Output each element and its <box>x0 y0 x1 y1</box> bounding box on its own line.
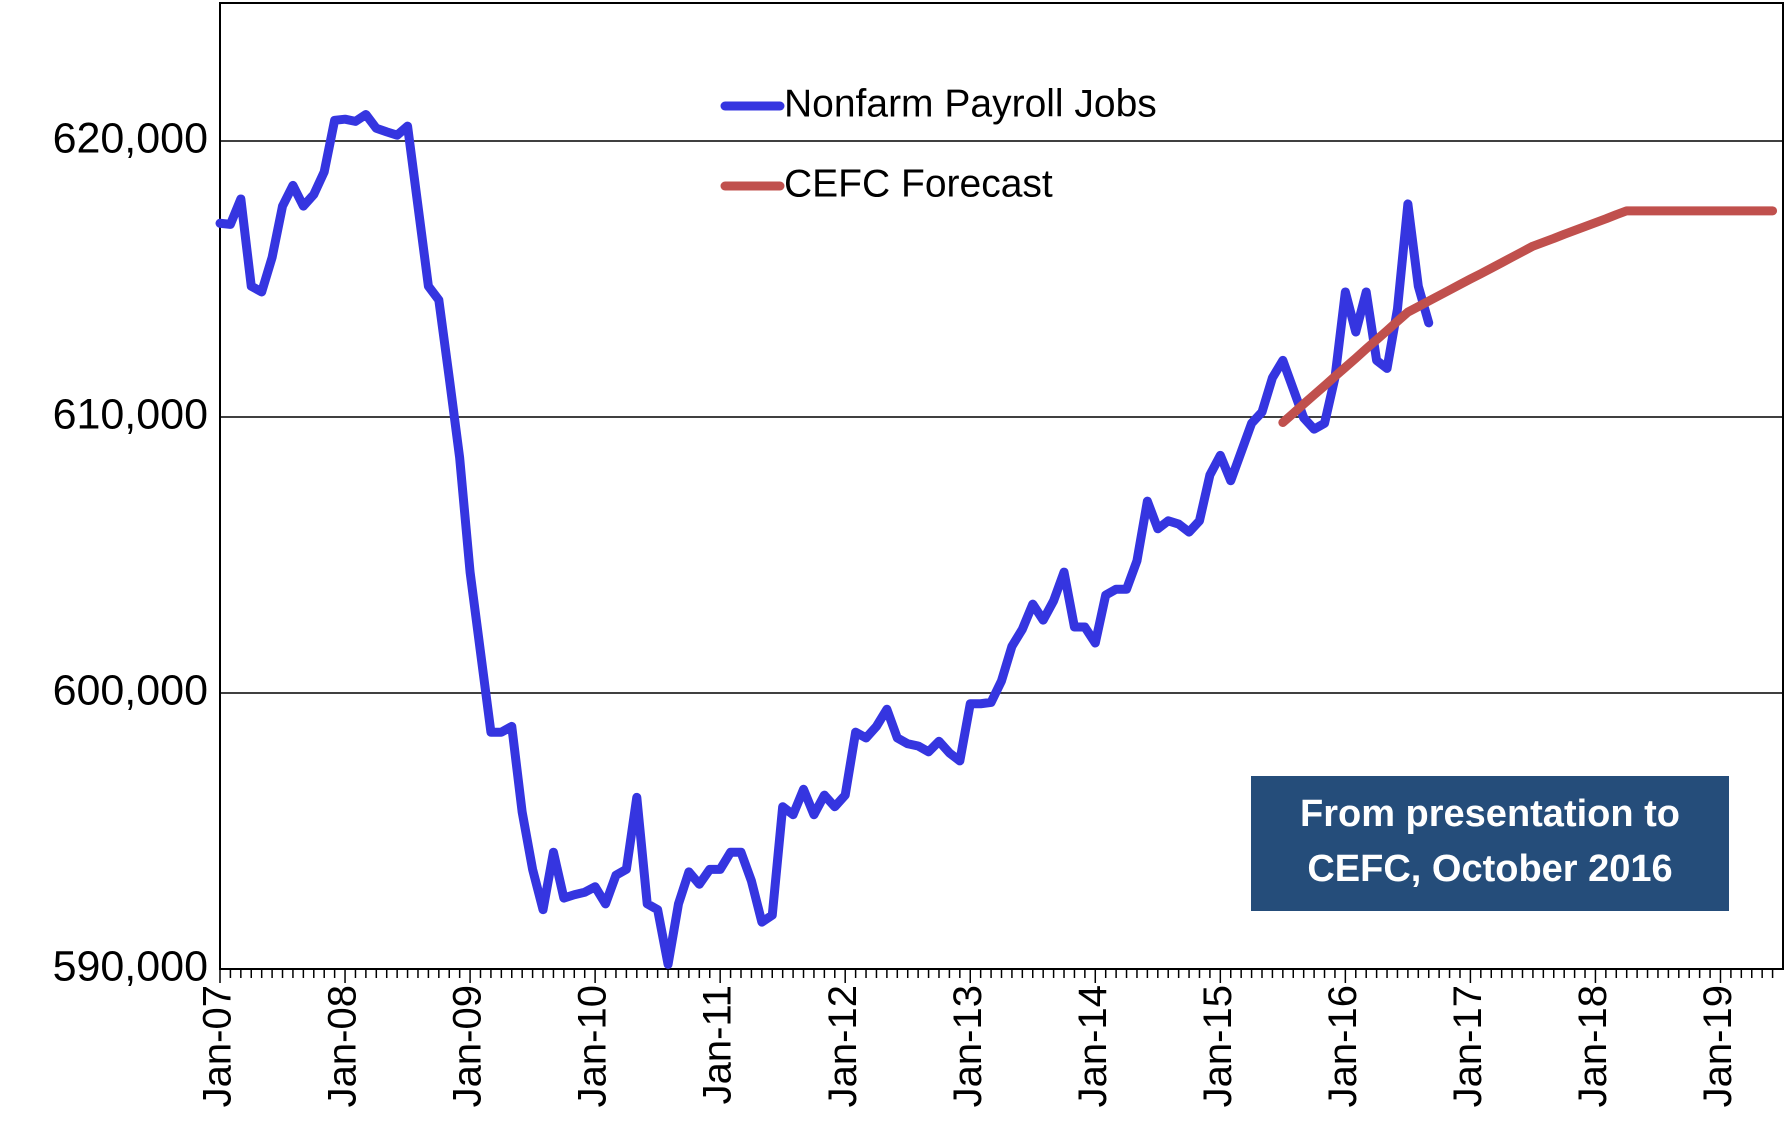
annotation-box <box>1251 776 1729 911</box>
x-tick-label: Jan-18 <box>1571 985 1615 1107</box>
x-tick-label: Jan-10 <box>571 985 615 1107</box>
series-line <box>1278 206 1778 428</box>
x-tick-label: Jan-11 <box>696 985 740 1104</box>
annotation-text: From presentation to <box>1300 793 1680 835</box>
x-tick-label: Jan-17 <box>1446 985 1490 1107</box>
x-tick-label: Jan-13 <box>946 985 990 1107</box>
y-tick-label: 620,000 <box>53 114 208 162</box>
y-tick-label: 590,000 <box>53 942 208 990</box>
y-tick-label: 610,000 <box>53 390 208 438</box>
y-tick-label: 600,000 <box>53 666 208 714</box>
x-tick-label: Jan-07 <box>196 985 240 1107</box>
x-tick-label: Jan-14 <box>1071 985 1115 1107</box>
x-tick-label: Jan-08 <box>321 985 365 1107</box>
legend-label: CEFC Forecast <box>784 162 1053 205</box>
series-line <box>215 110 1434 969</box>
legend-label: Nonfarm Payroll Jobs <box>784 82 1157 125</box>
x-tick-label: Jan-19 <box>1696 985 1740 1107</box>
x-tick-label: Jan-16 <box>1321 985 1365 1107</box>
x-tick-label: Jan-09 <box>446 985 490 1107</box>
annotation-text: CEFC, October 2016 <box>1307 848 1672 890</box>
x-tick-label: Jan-12 <box>821 985 865 1107</box>
x-tick-label: Jan-15 <box>1196 985 1240 1107</box>
